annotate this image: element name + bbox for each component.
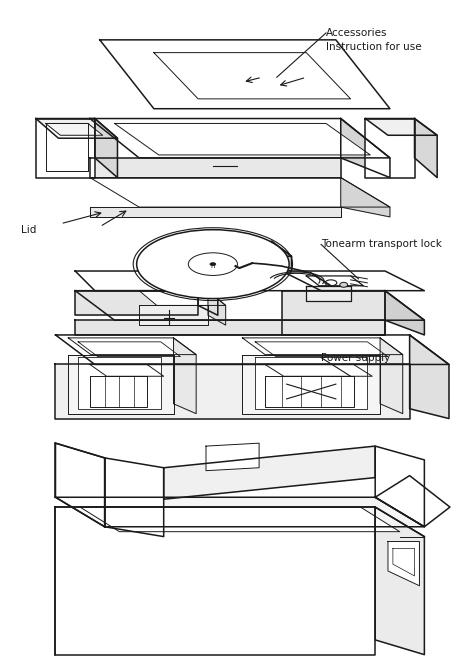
Polygon shape (365, 119, 415, 177)
Polygon shape (154, 52, 351, 99)
Polygon shape (46, 124, 103, 135)
Polygon shape (55, 507, 375, 655)
Polygon shape (68, 338, 196, 355)
Polygon shape (388, 542, 419, 586)
Polygon shape (75, 320, 385, 335)
Polygon shape (75, 271, 218, 291)
Polygon shape (36, 119, 95, 177)
Polygon shape (375, 446, 424, 527)
Polygon shape (341, 119, 390, 177)
Polygon shape (100, 40, 390, 109)
Polygon shape (206, 443, 259, 471)
Polygon shape (95, 119, 118, 177)
Polygon shape (218, 242, 292, 256)
Polygon shape (90, 207, 341, 217)
Text: Tonearm transport lock: Tonearm transport lock (321, 240, 442, 250)
Polygon shape (265, 376, 354, 407)
Polygon shape (375, 507, 424, 655)
Polygon shape (80, 507, 400, 532)
Text: Lid: Lid (21, 224, 36, 234)
Polygon shape (255, 357, 367, 409)
Ellipse shape (137, 230, 289, 299)
Polygon shape (385, 291, 424, 335)
Polygon shape (375, 475, 450, 527)
Polygon shape (105, 458, 164, 537)
Polygon shape (306, 276, 364, 286)
Polygon shape (78, 342, 181, 357)
Ellipse shape (325, 280, 337, 286)
Polygon shape (365, 119, 437, 135)
Polygon shape (90, 365, 164, 376)
Polygon shape (68, 355, 173, 414)
Text: Instruction for use: Instruction for use (326, 42, 422, 52)
Polygon shape (282, 271, 424, 291)
Polygon shape (242, 338, 403, 355)
Polygon shape (55, 443, 105, 527)
Polygon shape (341, 177, 390, 217)
Polygon shape (393, 548, 415, 576)
Polygon shape (272, 242, 292, 271)
Polygon shape (255, 342, 388, 357)
Polygon shape (90, 376, 147, 407)
Polygon shape (90, 119, 390, 158)
Polygon shape (380, 338, 403, 414)
Polygon shape (36, 119, 118, 138)
Polygon shape (306, 286, 351, 301)
Polygon shape (55, 365, 410, 418)
Polygon shape (55, 497, 424, 527)
Polygon shape (282, 291, 385, 335)
Polygon shape (90, 177, 390, 207)
Polygon shape (265, 365, 372, 376)
Polygon shape (55, 335, 449, 365)
Polygon shape (198, 271, 218, 315)
Polygon shape (173, 338, 196, 414)
Polygon shape (415, 119, 437, 177)
Polygon shape (115, 124, 370, 155)
Polygon shape (46, 124, 88, 171)
Ellipse shape (188, 253, 237, 276)
Polygon shape (75, 291, 198, 315)
Polygon shape (410, 335, 449, 418)
Polygon shape (242, 355, 380, 414)
Polygon shape (78, 357, 161, 409)
Text: Accessories: Accessories (326, 28, 388, 38)
Polygon shape (208, 291, 226, 325)
Ellipse shape (340, 282, 347, 288)
Polygon shape (164, 446, 375, 499)
Polygon shape (139, 291, 226, 305)
Polygon shape (90, 158, 341, 177)
Text: Power supply: Power supply (321, 353, 390, 363)
Polygon shape (218, 256, 272, 271)
Polygon shape (139, 305, 208, 325)
Text: n: n (210, 263, 215, 269)
Polygon shape (75, 291, 424, 320)
Ellipse shape (210, 263, 216, 266)
